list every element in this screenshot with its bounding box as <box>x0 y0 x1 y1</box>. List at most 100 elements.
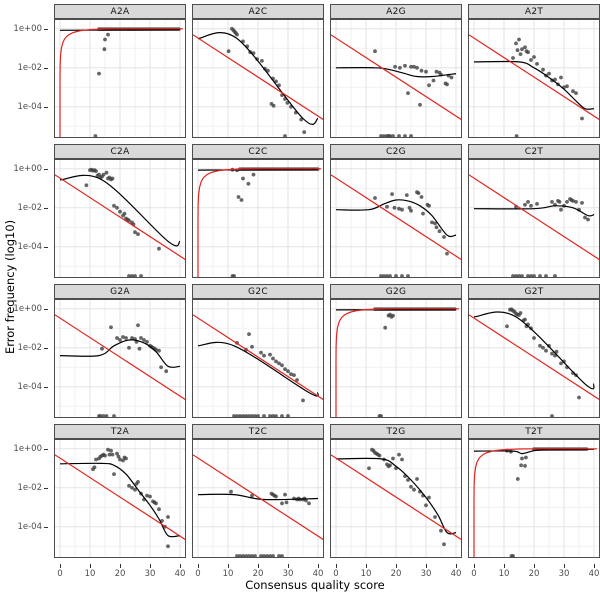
data-point <box>274 414 278 418</box>
data-point <box>544 348 548 353</box>
data-point <box>262 353 266 358</box>
data-point <box>442 235 446 239</box>
data-point <box>511 554 515 558</box>
x-tick-mark <box>288 564 289 568</box>
facet-strip-label: T2A <box>110 426 130 437</box>
data-point <box>397 452 401 457</box>
data-point <box>520 274 524 278</box>
data-point <box>136 323 140 328</box>
y-tick-label: 1e-04 <box>17 381 42 392</box>
data-point <box>236 195 241 199</box>
x-tick-label: 0 <box>57 569 63 579</box>
facet-strip-label: G2G <box>385 286 407 297</box>
data-point <box>538 274 542 278</box>
data-point <box>517 274 521 278</box>
data-point <box>100 346 104 351</box>
data-point <box>406 91 410 95</box>
facet-cell-C2A: C2A <box>54 144 186 278</box>
data-point <box>260 59 264 63</box>
data-point <box>445 251 449 256</box>
data-point <box>574 200 578 204</box>
data-point <box>514 41 518 46</box>
y-tick-mark <box>44 308 48 310</box>
y-tick-mark <box>44 67 48 69</box>
facet-cell-A2T: A2T <box>468 4 600 138</box>
data-point <box>93 134 98 138</box>
data-point <box>299 117 304 122</box>
y-axis-title: Error frequency (log10) <box>3 219 17 355</box>
x-tick-mark <box>180 564 181 568</box>
fit-line <box>335 67 457 78</box>
data-point <box>557 200 562 204</box>
data-point <box>268 554 272 558</box>
data-point <box>239 198 244 202</box>
data-point <box>247 414 251 418</box>
data-point <box>388 463 392 468</box>
fit-line <box>473 60 595 110</box>
data-point <box>388 134 392 138</box>
data-point <box>565 200 569 204</box>
facet-cell-G2C: G2C <box>192 284 324 418</box>
data-point <box>280 363 284 368</box>
data-point <box>523 317 527 322</box>
data-point <box>274 359 278 364</box>
y-tick-mark <box>44 106 48 108</box>
data-point <box>439 528 443 533</box>
data-point <box>250 414 254 418</box>
data-point <box>382 134 386 138</box>
facet-strip-C2T: C2T <box>468 144 600 159</box>
facet-strip-label: C2G <box>386 146 406 157</box>
facet-strip-label: A2T <box>524 6 544 17</box>
data-point <box>115 336 119 340</box>
facet-strip-T2A: T2A <box>54 424 186 439</box>
data-point <box>509 449 513 454</box>
data-point <box>583 215 587 220</box>
data-point <box>251 172 256 177</box>
data-point <box>98 414 103 418</box>
reference-line <box>54 453 186 541</box>
y-tick-mark <box>44 386 48 388</box>
data-point <box>283 492 287 497</box>
data-point <box>541 67 545 72</box>
y-tick-mark <box>44 448 48 450</box>
data-point <box>94 457 98 462</box>
y-tick-label: 1e+00 <box>13 443 42 454</box>
facet-cell-C2T: C2T <box>468 144 600 278</box>
data-point <box>115 205 119 210</box>
data-point <box>101 172 106 177</box>
data-point <box>139 274 143 278</box>
data-point <box>92 465 97 470</box>
data-point <box>526 200 530 204</box>
facet-strip-C2A: C2A <box>54 144 186 159</box>
x-tick-mark <box>456 564 457 568</box>
data-point <box>107 452 112 457</box>
data-point <box>235 32 239 37</box>
x-tick-mark <box>318 564 319 568</box>
data-point <box>127 274 131 278</box>
x-tick-mark <box>564 564 565 568</box>
data-point <box>103 453 107 458</box>
data-point <box>518 52 523 56</box>
data-point <box>571 89 575 94</box>
x-tick-mark <box>228 564 229 568</box>
data-point <box>112 472 116 476</box>
x-tick-mark <box>366 564 367 568</box>
data-point <box>520 47 524 52</box>
data-point <box>577 395 581 400</box>
data-point <box>118 457 122 462</box>
data-point <box>442 542 446 547</box>
data-point <box>157 246 161 251</box>
data-point <box>511 56 515 60</box>
facet-cell-A2C: A2C <box>192 4 324 138</box>
panel-border <box>192 439 324 558</box>
y-tick-label: 1e-02 <box>17 202 42 213</box>
facet-strip-T2C: T2C <box>192 424 324 439</box>
x-tick-label: 0 <box>471 569 477 579</box>
data-point <box>523 464 527 468</box>
facet-strip-A2G: A2G <box>330 4 462 19</box>
data-point <box>427 83 431 88</box>
y-tick-mark <box>44 246 48 248</box>
y-axis-ticks-row-2: 1e+00 1e-02 1e-04 <box>13 284 48 418</box>
data-point <box>102 47 107 52</box>
facet-cell-T2A: T2A <box>54 424 186 558</box>
